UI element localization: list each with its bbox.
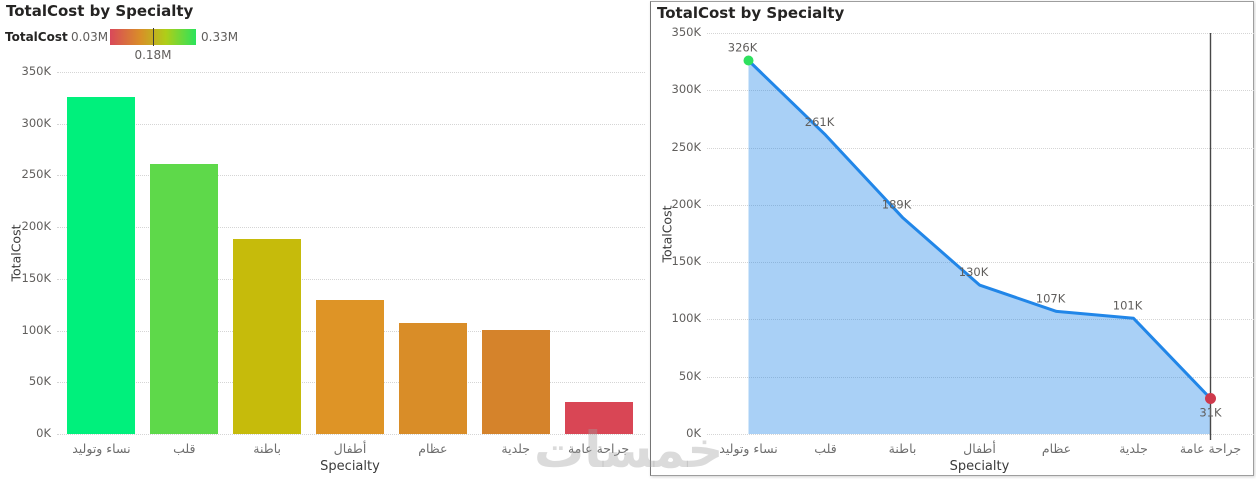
last-point-marker[interactable] [1205,393,1216,404]
h-gridline [57,434,645,435]
h-gridline [57,279,645,280]
bar[interactable] [67,97,135,434]
y-tick-label: 350K [0,64,51,78]
x-axis-category-label: جراحة عامة [544,441,654,456]
data-label: 189K [882,197,912,211]
y-tick-label: 0K [0,426,51,440]
h-gridline [57,227,645,228]
first-point-marker[interactable] [744,55,754,65]
data-label: 130K [959,265,989,279]
data-label: 261K [805,115,835,129]
x-axis-category-label: جراحة عامة [1156,441,1256,456]
y-tick-label: 300K [0,116,51,130]
h-gridline [57,124,645,125]
data-label: 326K [728,40,758,54]
bar[interactable] [399,323,467,434]
data-label: 107K [1036,291,1066,305]
bar[interactable] [150,164,218,434]
bar[interactable] [233,239,301,434]
y-tick-label: 50K [0,374,51,388]
bar[interactable] [482,330,550,434]
data-label: 31K [1199,405,1222,419]
y-axis-title: TotalCost [9,225,24,282]
y-tick-label: 250K [0,167,51,181]
bar-chart-visual[interactable]: TotalCost by Specialty TotalCost 0.03M 0… [0,0,649,477]
x-axis-title: Specialty [285,459,415,474]
data-label: 101K [1113,298,1143,312]
bar[interactable] [565,402,633,434]
y-tick-label: 100K [0,323,51,337]
bar[interactable] [316,300,384,434]
h-gridline [57,72,645,73]
h-gridline [57,175,645,176]
area-chart-canvas: 326K 261K 189K 130K 107K 101K 31K [651,2,1251,473]
